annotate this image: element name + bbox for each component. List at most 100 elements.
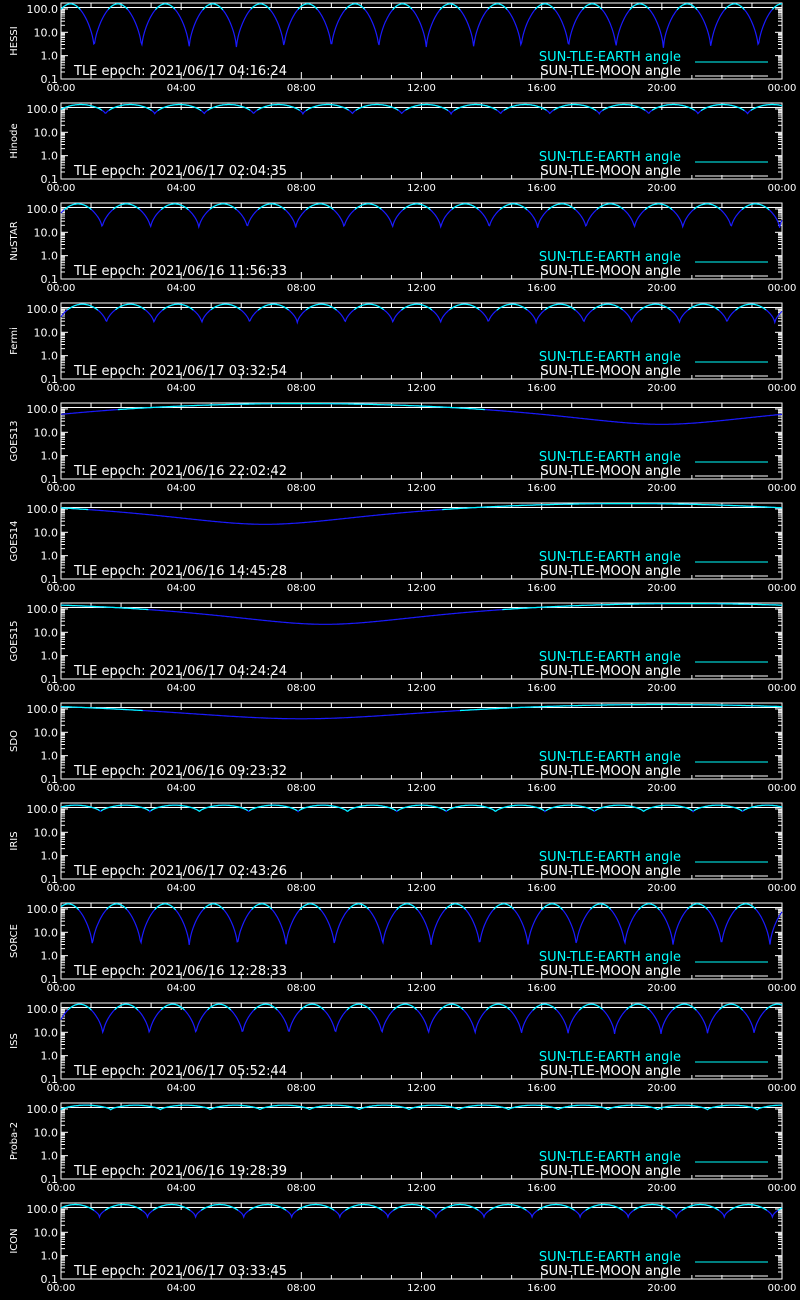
x-tick-label: 08:00 bbox=[287, 783, 316, 794]
panel-goes15: 100.010.01.00.100:00 04:00 08:00 12:00 16:00… bbox=[9, 602, 797, 694]
x-tick-label: 00:00 bbox=[768, 683, 797, 694]
x-tick-label: 12:00 bbox=[407, 83, 436, 94]
y-tick-label: 100.0 bbox=[27, 203, 59, 216]
x-tick-label: 12:00 bbox=[407, 183, 436, 194]
x-tick-label: 00:00 bbox=[768, 1083, 797, 1094]
series-earth-angle-highlight bbox=[160, 1003, 185, 1011]
x-tick-label: 16:00 bbox=[527, 383, 556, 394]
series-earth-angle-highlight bbox=[344, 3, 366, 10]
tle-epoch-label: TLE epoch: 2021/06/17 03:33:45 bbox=[73, 1264, 287, 1279]
panel-proba-2: 100.010.01.00.100:00 04:00 08:00 12:00 16:00… bbox=[9, 1102, 796, 1194]
series-earth-angle-highlight bbox=[602, 103, 646, 111]
series-earth-angle-highlight bbox=[541, 903, 563, 911]
x-tick-label: 00:00 bbox=[768, 283, 797, 294]
y-tick-label: 10.0 bbox=[34, 1226, 59, 1239]
series-earth-angle-highlight bbox=[154, 903, 177, 911]
series-earth-angle-highlight bbox=[765, 1003, 783, 1011]
y-tick-label: 10.0 bbox=[34, 1126, 59, 1139]
y-tick-label: 100.0 bbox=[27, 3, 59, 16]
series-earth-angle-highlight bbox=[750, 103, 783, 111]
x-tick-label: 00:00 bbox=[768, 1283, 797, 1294]
y-tick-label: 0.1 bbox=[41, 473, 59, 486]
y-tick-label: 100.0 bbox=[27, 403, 59, 416]
series-earth-angle-highlight bbox=[296, 1203, 335, 1211]
legend-earth-label: SUN-TLE-EARTH angle bbox=[539, 650, 681, 665]
y-tick-label: 0.1 bbox=[41, 673, 59, 686]
panel-hessi: 100.010.01.00.100:00 04:00 08:00 12:00 16:00… bbox=[9, 2, 797, 94]
y-tick-label: 1.0 bbox=[41, 650, 59, 663]
satellite-label: NuSTAR bbox=[9, 221, 20, 260]
x-tick-label: 12:00 bbox=[407, 483, 436, 494]
x-tick-label: 00:00 bbox=[47, 383, 76, 394]
series-earth-angle-highlight bbox=[743, 804, 783, 812]
satellite-label: Proba-2 bbox=[9, 1122, 20, 1160]
x-tick-label: 04:00 bbox=[167, 883, 196, 894]
legend-moon-label: SUN-TLE-MOON angle bbox=[540, 964, 681, 979]
satellite-label: SORCE bbox=[9, 924, 20, 958]
series-earth-angle-highlight bbox=[393, 1203, 431, 1211]
series-earth-angle-highlight bbox=[108, 103, 152, 111]
panel-goes13: 100.010.01.00.100:00 04:00 08:00 12:00 16:00… bbox=[9, 402, 797, 494]
x-tick-label: 00:00 bbox=[47, 783, 76, 794]
satellite-label: Fermi bbox=[9, 327, 20, 355]
series-earth-angle-highlight bbox=[594, 804, 693, 812]
x-tick-label: 16:00 bbox=[527, 483, 556, 494]
x-tick-label: 00:00 bbox=[47, 683, 76, 694]
x-tick-label: 12:00 bbox=[407, 1083, 436, 1094]
x-tick-label: 16:00 bbox=[527, 783, 556, 794]
series-earth-angle-highlight bbox=[257, 303, 289, 311]
panel-nustar: 100.010.01.00.100:00 04:00 08:00 12:00 16:00… bbox=[9, 202, 797, 294]
y-tick-label: 0.1 bbox=[41, 1073, 59, 1086]
y-tick-label: 100.0 bbox=[27, 1203, 59, 1216]
x-tick-label: 20:00 bbox=[647, 483, 676, 494]
x-tick-label: 08:00 bbox=[287, 883, 316, 894]
series-earth-angle-highlight bbox=[207, 103, 251, 111]
series-earth-angle-highlight bbox=[60, 3, 81, 10]
series-earth-angle-highlight bbox=[633, 1203, 671, 1211]
legend-earth-label: SUN-TLE-EARTH angle bbox=[539, 1050, 681, 1065]
legend-moon-label: SUN-TLE-MOON angle bbox=[540, 1064, 681, 1079]
x-tick-label: 12:00 bbox=[407, 883, 436, 894]
y-tick-label: 10.0 bbox=[34, 226, 59, 239]
satellite-label: IRIS bbox=[9, 831, 20, 850]
series-earth-angle-highlight bbox=[453, 103, 498, 111]
series-earth-angle-highlight bbox=[729, 1203, 768, 1211]
y-tick-label: 100.0 bbox=[27, 603, 59, 616]
x-tick-label: 00:00 bbox=[768, 183, 797, 194]
series-earth-angle-highlight bbox=[672, 1003, 697, 1011]
series-earth-angle-highlight bbox=[585, 1203, 623, 1211]
y-tick-label: 10.0 bbox=[34, 726, 59, 739]
x-tick-label: 08:00 bbox=[287, 383, 316, 394]
y-tick-label: 10.0 bbox=[34, 526, 59, 539]
series-earth-angle-highlight bbox=[487, 3, 508, 10]
x-tick-label: 16:00 bbox=[527, 1283, 556, 1294]
x-tick-label: 16:00 bbox=[527, 983, 556, 994]
panel-iris: 100.010.01.00.100:00 04:00 08:00 12:00 16:00… bbox=[9, 802, 796, 894]
y-tick-label: 100.0 bbox=[27, 1103, 59, 1116]
series-earth-angle-highlight bbox=[104, 1203, 143, 1211]
x-tick-label: 12:00 bbox=[407, 583, 436, 594]
x-tick-label: 00:00 bbox=[47, 1183, 76, 1194]
y-tick-label: 10.0 bbox=[34, 426, 59, 439]
x-tick-label: 00:00 bbox=[47, 483, 76, 494]
x-tick-label: 00:00 bbox=[768, 83, 797, 94]
series-earth-angle-highlight bbox=[534, 3, 555, 10]
legend-earth-label: SUN-TLE-EARTH angle bbox=[539, 150, 681, 165]
tle-epoch-label: TLE epoch: 2021/06/16 11:56:33 bbox=[73, 264, 287, 279]
x-tick-label: 16:00 bbox=[527, 83, 556, 94]
series-earth-angle-highlight bbox=[639, 303, 671, 311]
x-tick-label: 00:00 bbox=[768, 483, 797, 494]
series-earth-angle-highlight bbox=[499, 203, 528, 211]
x-tick-label: 16:00 bbox=[527, 283, 556, 294]
tle-epoch-label: TLE epoch: 2021/06/17 02:43:26 bbox=[73, 864, 287, 879]
satellite-label: ICON bbox=[9, 1228, 20, 1253]
x-tick-label: 20:00 bbox=[647, 83, 676, 94]
x-tick-label: 08:00 bbox=[287, 483, 316, 494]
x-tick-label: 00:00 bbox=[47, 983, 76, 994]
series-earth-angle-highlight bbox=[553, 103, 597, 112]
series-earth-angle-highlight bbox=[207, 1003, 232, 1011]
x-tick-label: 00:00 bbox=[47, 283, 76, 294]
series-earth-angle-highlight bbox=[117, 403, 485, 411]
x-tick-label: 20:00 bbox=[647, 883, 676, 894]
x-tick-label: 04:00 bbox=[167, 283, 196, 294]
